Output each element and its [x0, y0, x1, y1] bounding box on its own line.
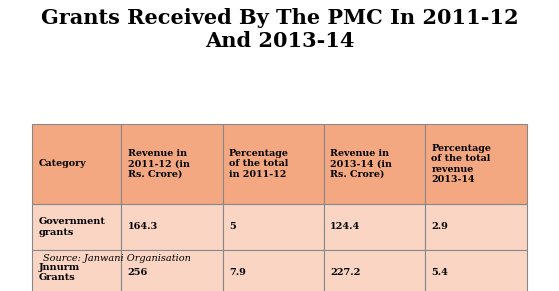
Bar: [222, 250, 324, 291]
Text: Grants Received By The PMC In 2011-12
And 2013-14: Grants Received By The PMC In 2011-12 An…: [41, 8, 518, 51]
Text: 5.4: 5.4: [432, 268, 448, 277]
Text: 227.2: 227.2: [330, 268, 361, 277]
Text: Source: Janwani Organisation: Source: Janwani Organisation: [43, 254, 191, 263]
Bar: [32, 204, 121, 250]
Text: Category: Category: [39, 159, 86, 168]
Bar: [425, 204, 527, 250]
Bar: [121, 124, 222, 204]
Text: 5: 5: [229, 222, 235, 231]
Bar: [32, 250, 121, 291]
Text: 7.9: 7.9: [229, 268, 246, 277]
Bar: [222, 204, 324, 250]
Bar: [32, 124, 121, 204]
Text: Jnnurm
Grants: Jnnurm Grants: [39, 263, 80, 282]
Text: Percentage
of the total
in 2011-12: Percentage of the total in 2011-12: [229, 149, 289, 179]
Text: 2.9: 2.9: [432, 222, 448, 231]
Text: 256: 256: [127, 268, 148, 277]
Text: Revenue in
2011-12 (in
Rs. Crore): Revenue in 2011-12 (in Rs. Crore): [127, 149, 190, 179]
Text: Government
grants: Government grants: [39, 217, 106, 237]
Text: 124.4: 124.4: [330, 222, 361, 231]
Bar: [324, 204, 425, 250]
Bar: [222, 124, 324, 204]
Bar: [425, 124, 527, 204]
Bar: [121, 250, 222, 291]
Text: Revenue in
2013-14 (in
Rs. Crore): Revenue in 2013-14 (in Rs. Crore): [330, 149, 392, 179]
Bar: [121, 204, 222, 250]
Text: 164.3: 164.3: [127, 222, 158, 231]
Bar: [324, 250, 425, 291]
Bar: [425, 250, 527, 291]
Bar: [324, 124, 425, 204]
Text: Percentage
of the total
revenue
2013-14: Percentage of the total revenue 2013-14: [432, 144, 491, 184]
